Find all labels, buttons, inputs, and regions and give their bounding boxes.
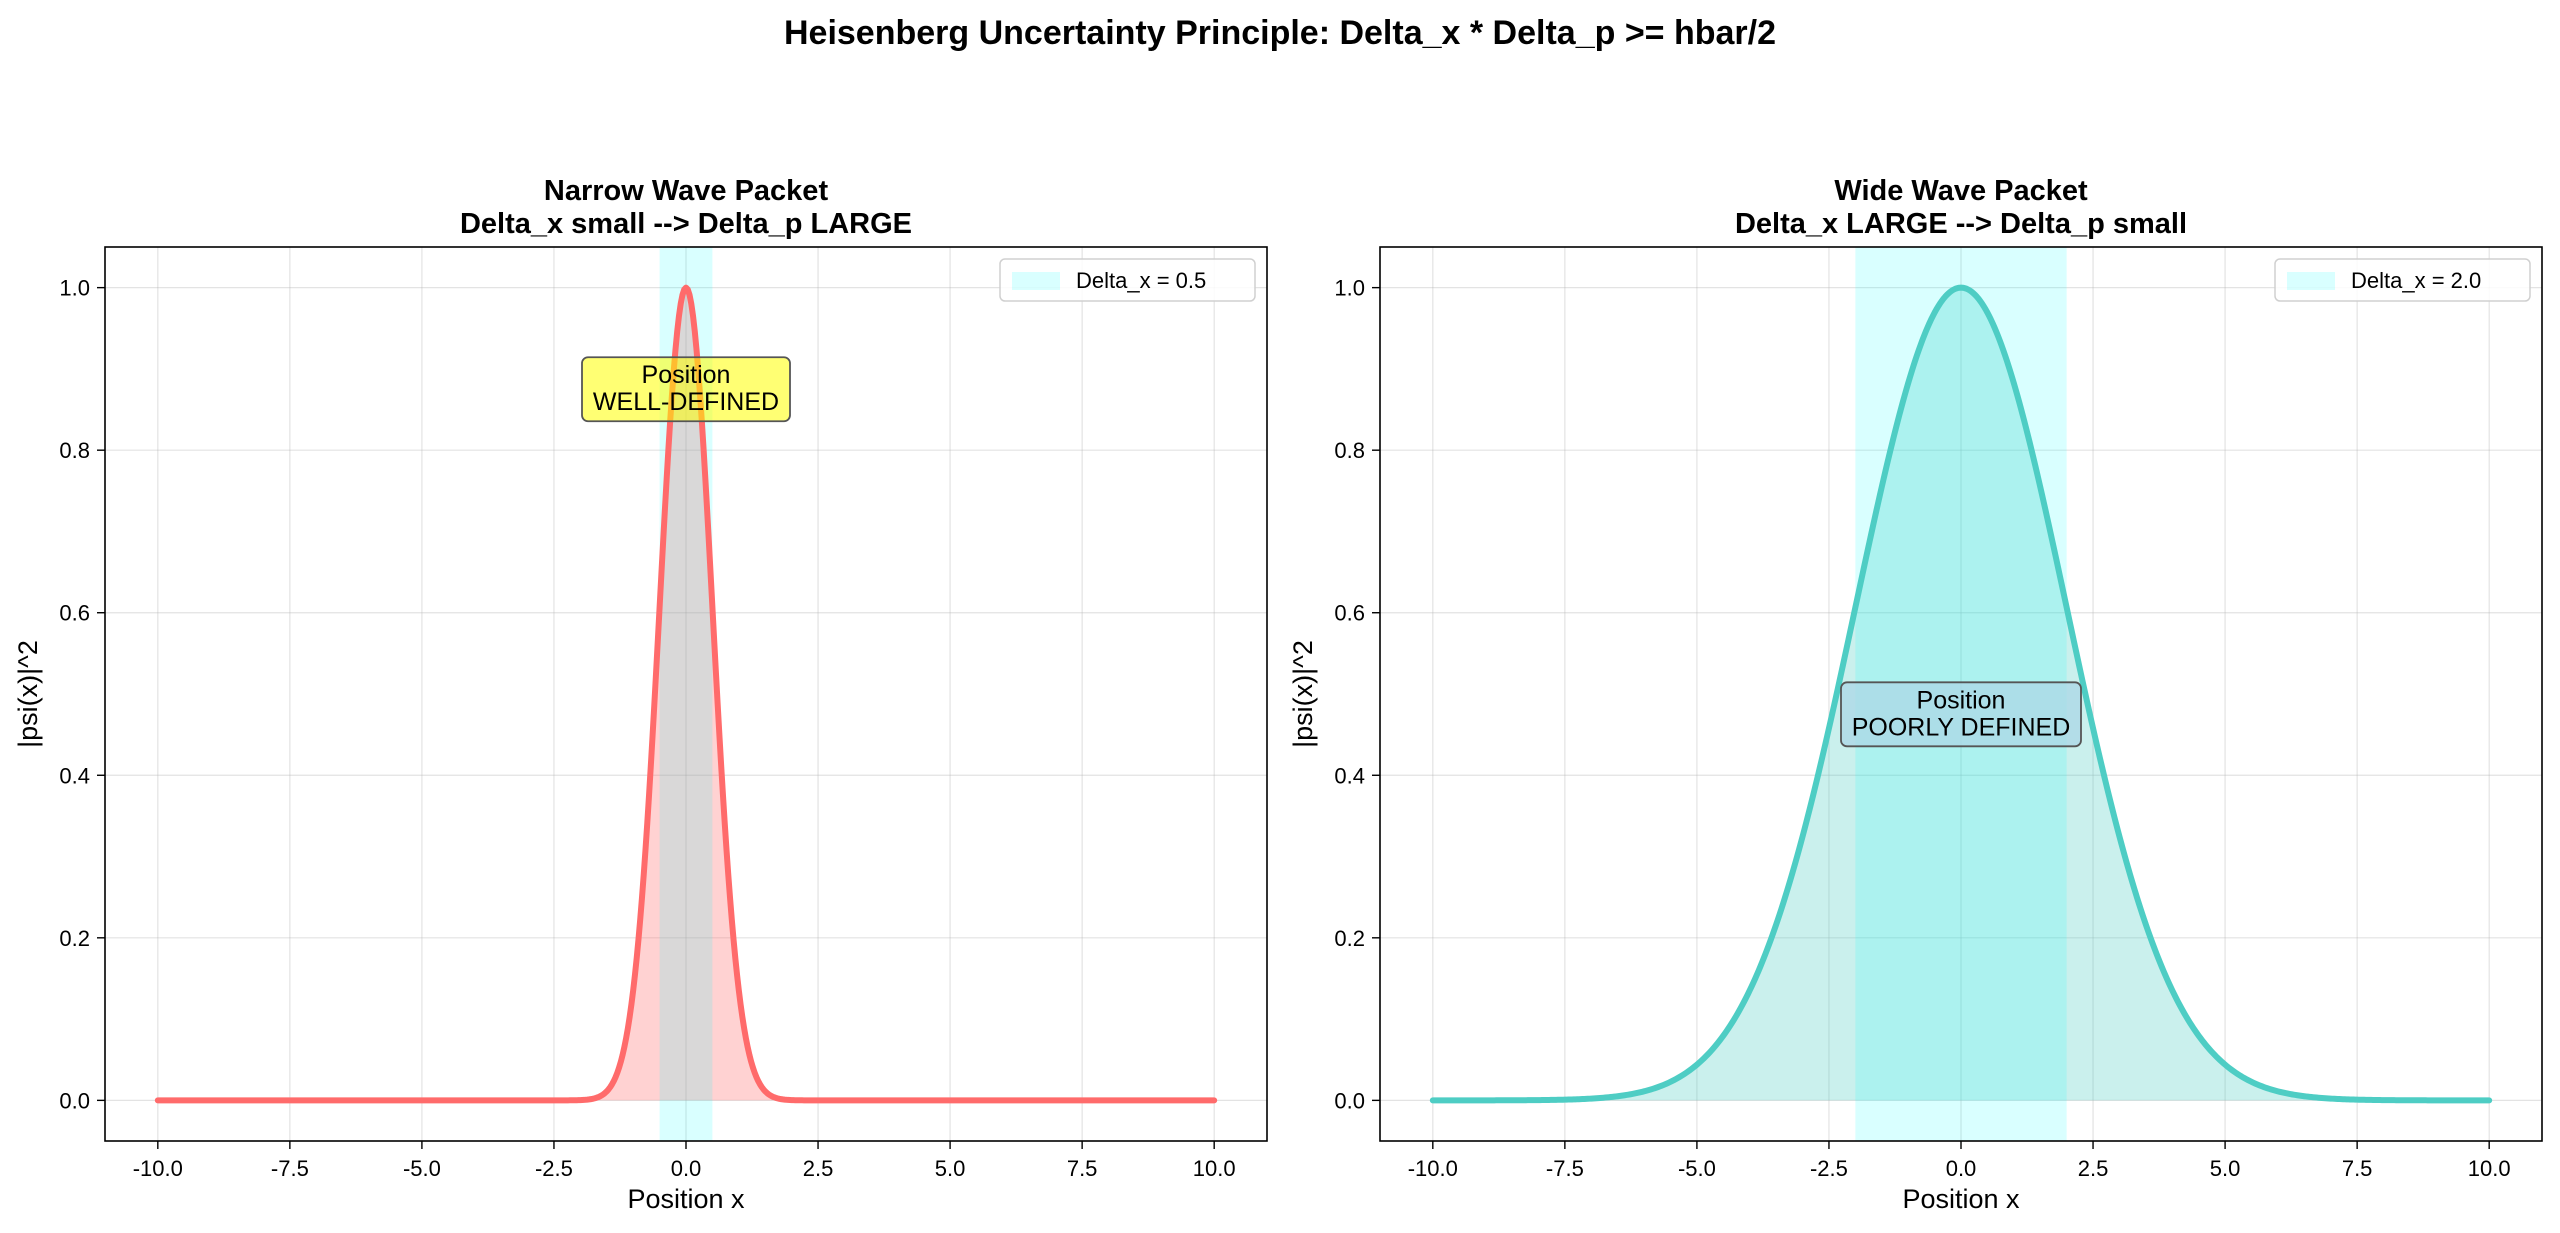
y-tick-label: 1.0: [1334, 276, 1365, 301]
x-tick-label: 10.0: [2468, 1156, 2511, 1181]
x-tick-label: 5.0: [2210, 1156, 2241, 1181]
y-tick-label: 0.4: [59, 763, 90, 788]
x-axis: -10.0 -7.5 -5.0 -2.5 0.0 2.5 5.0 7.5 10.0: [133, 1141, 1236, 1181]
legend-box: [2274, 258, 2531, 302]
x-tick-label: -2.5: [535, 1156, 573, 1181]
y-axis-label: |psi(x)|^2: [1288, 640, 1318, 748]
x-tick-label: -5.0: [1678, 1156, 1716, 1181]
y-axis: 0.0 0.2 0.4 0.6 0.8 1.0: [1334, 276, 1380, 1113]
x-tick-label: 10.0: [1193, 1156, 1236, 1181]
x-tick-label: -7.5: [1546, 1156, 1584, 1181]
annotation-box: [581, 356, 791, 423]
y-tick-label: 0.2: [59, 926, 90, 951]
panel-title-line: Narrow Wave Packet: [544, 175, 829, 207]
wave-packet-curve: [154, 284, 1218, 1104]
legend: Delta_x = 0.5: [999, 258, 1256, 302]
x-tick-label: -2.5: [1810, 1156, 1848, 1181]
x-tick-label: 5.0: [935, 1156, 966, 1181]
x-tick-label: -10.0: [1408, 1156, 1458, 1181]
x-tick-label: 2.5: [2078, 1156, 2109, 1181]
x-tick-label: 0.0: [671, 1156, 702, 1181]
panel-title-line: Delta_x LARGE --> Delta_p small: [1735, 208, 2187, 240]
legend-box: [999, 258, 1256, 302]
y-tick-label: 0.8: [59, 438, 90, 463]
y-axis: 0.0 0.2 0.4 0.6 0.8 1.0: [59, 276, 105, 1113]
panel-narrow-wave-packet: -10.0 -7.5 -5.0 -2.5 0.0 2.5 5.0 7.5 10.00.00.20…: [13, 175, 1268, 1214]
annotation-line: Position: [1917, 686, 2006, 714]
x-axis-label: Position x: [627, 1184, 745, 1214]
x-tick-label: -5.0: [403, 1156, 441, 1181]
x-tick-label: 7.5: [2342, 1156, 2373, 1181]
legend-swatch: [1012, 272, 1060, 290]
y-tick-label: 0.6: [59, 601, 90, 626]
annotation-line: POORLY DEFINED: [1852, 713, 2071, 741]
y-tick-label: 1.0: [59, 276, 90, 301]
legend-label: Delta_x = 2.0: [2351, 268, 2481, 293]
x-tick-label: 2.5: [803, 1156, 834, 1181]
legend-swatch: [2287, 272, 2335, 290]
x-axis: -10.0 -7.5 -5.0 -2.5 0.0 2.5 5.0 7.5 10.0: [1408, 1141, 2511, 1181]
x-tick-label: -7.5: [271, 1156, 309, 1181]
y-tick-label: 0.8: [1334, 438, 1365, 463]
x-axis-label: Position x: [1902, 1184, 2020, 1214]
x-tick-label: -10.0: [133, 1156, 183, 1181]
grid-lines: [105, 247, 1267, 1141]
annotation-box: [1840, 681, 2082, 748]
y-tick-label: 0.0: [1334, 1088, 1365, 1113]
y-tick-label: 0.2: [1334, 926, 1365, 951]
wave-packet-fill: [157, 287, 1215, 1101]
y-tick-label: 0.6: [1334, 601, 1365, 626]
y-tick-label: 0.0: [59, 1088, 90, 1113]
legend: Delta_x = 2.0: [2274, 258, 2531, 302]
annotation-line: Position: [642, 361, 731, 389]
panel-title-line: Delta_x small --> Delta_p LARGE: [460, 208, 912, 240]
legend-label: Delta_x = 0.5: [1076, 268, 1206, 293]
x-tick-label: 0.0: [1946, 1156, 1977, 1181]
x-tick-label: 7.5: [1067, 1156, 1098, 1181]
y-tick-label: 0.4: [1334, 763, 1365, 788]
panel-title-line: Wide Wave Packet: [1834, 175, 2088, 207]
figure-title: Heisenberg Uncertainty Principle: Delta_…: [784, 14, 1776, 52]
annotation-line: WELL-DEFINED: [593, 388, 779, 416]
y-axis-label: |psi(x)|^2: [13, 640, 43, 748]
wave-packet-curve: [1429, 284, 2493, 1104]
panel-wide-wave-packet: -10.0 -7.5 -5.0 -2.5 0.0 2.5 5.0 7.5 10.00.00.20…: [1288, 175, 2543, 1214]
